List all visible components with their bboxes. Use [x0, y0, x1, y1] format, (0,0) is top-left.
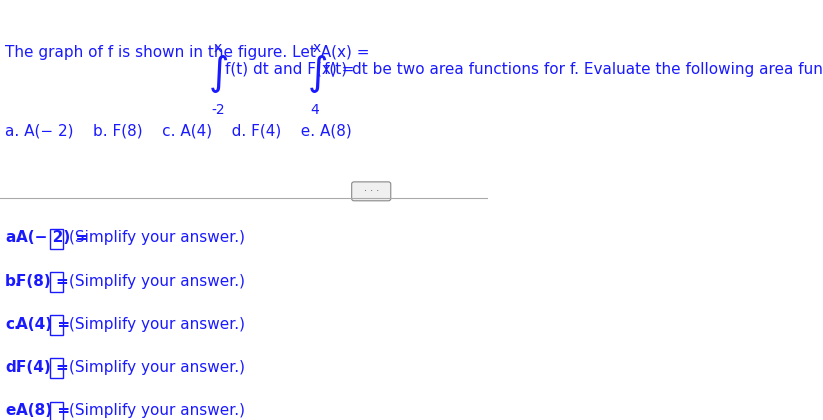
Text: b.: b. [5, 273, 21, 289]
Text: The graph of f is shown in the figure. Let A(x) =: The graph of f is shown in the figure. L… [5, 45, 370, 60]
Text: (Simplify your answer.): (Simplify your answer.) [69, 231, 245, 245]
Text: (Simplify your answer.): (Simplify your answer.) [69, 317, 245, 332]
FancyBboxPatch shape [50, 315, 63, 335]
Text: A(4) =: A(4) = [16, 317, 70, 332]
Text: A(− 2) =: A(− 2) = [16, 231, 88, 245]
FancyBboxPatch shape [50, 229, 63, 249]
FancyBboxPatch shape [351, 182, 391, 201]
Text: $\int$: $\int$ [207, 53, 228, 95]
Text: (Simplify your answer.): (Simplify your answer.) [69, 360, 245, 375]
Text: d.: d. [5, 360, 21, 375]
Text: F(4) =: F(4) = [16, 360, 68, 375]
Text: f(t) dt be two area functions for f. Evaluate the following area functions.: f(t) dt be two area functions for f. Eva… [323, 62, 823, 77]
Text: (Simplify your answer.): (Simplify your answer.) [69, 273, 245, 289]
FancyBboxPatch shape [50, 358, 63, 378]
Text: -2: -2 [212, 103, 226, 117]
Text: F(8) =: F(8) = [16, 273, 68, 289]
Text: f(t) dt and F(x) =: f(t) dt and F(x) = [225, 62, 354, 77]
Text: c.: c. [5, 317, 20, 332]
Text: x: x [313, 41, 321, 55]
Text: $\int$: $\int$ [307, 53, 327, 95]
Text: a.: a. [5, 231, 21, 245]
Text: (Simplify your answer.): (Simplify your answer.) [69, 403, 245, 418]
Text: e.: e. [5, 403, 21, 418]
Text: a. A(− 2)    b. F(8)    c. A(4)    d. F(4)    e. A(8): a. A(− 2) b. F(8) c. A(4) d. F(4) e. A(8… [5, 123, 351, 139]
Text: 4: 4 [310, 103, 319, 117]
Text: A(8) =: A(8) = [16, 403, 70, 418]
Text: x: x [213, 41, 221, 55]
Text: · · ·: · · · [364, 186, 379, 196]
FancyBboxPatch shape [50, 272, 63, 292]
FancyBboxPatch shape [50, 402, 63, 420]
